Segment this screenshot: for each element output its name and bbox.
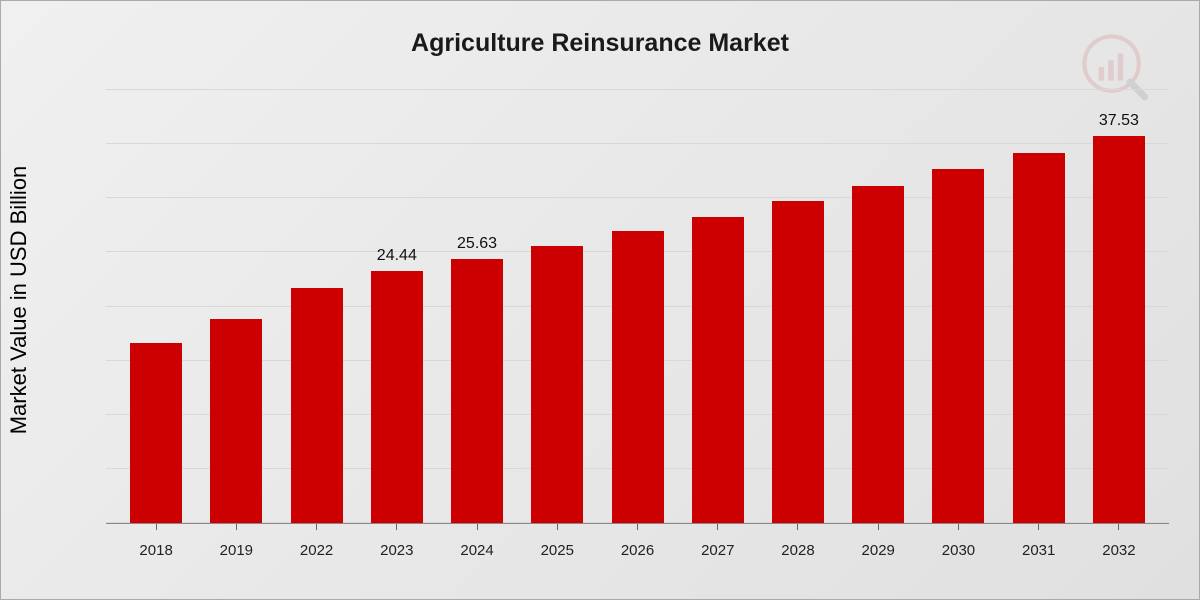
x-tick — [878, 524, 879, 530]
x-tick-wrap — [918, 524, 998, 530]
bar — [451, 259, 503, 523]
x-axis-label: 2023 — [357, 542, 437, 559]
bar-column — [517, 90, 597, 523]
plot-region: 24.44 25.63 37.53 — [106, 90, 1169, 524]
title-area: Agriculture Reinsurance Market — [1, 1, 1199, 70]
bar — [371, 271, 423, 523]
x-tick-wrap — [276, 524, 356, 530]
x-tick — [797, 524, 798, 530]
bar — [291, 288, 343, 523]
chart-container: Agriculture Reinsurance Market Market Va… — [1, 1, 1199, 599]
x-tick — [236, 524, 237, 530]
bar-column — [838, 90, 918, 523]
x-tick — [477, 524, 478, 530]
bar-column — [597, 90, 677, 523]
bar — [692, 217, 744, 523]
bar-column — [116, 90, 196, 523]
x-axis-label: 2018 — [116, 542, 196, 559]
x-axis-label: 2027 — [678, 542, 758, 559]
x-axis-label: 2031 — [999, 542, 1079, 559]
bar — [130, 343, 182, 523]
x-tick-wrap — [758, 524, 838, 530]
x-tick-wrap — [838, 524, 918, 530]
x-tick-wrap — [196, 524, 276, 530]
bar — [772, 201, 824, 523]
x-tick — [717, 524, 718, 530]
x-tick-wrap — [999, 524, 1079, 530]
x-axis-label: 2022 — [276, 542, 356, 559]
x-tick — [156, 524, 157, 530]
y-axis-label: Market Value in USD Billion — [6, 166, 32, 435]
bar — [1093, 136, 1145, 523]
x-tick-wrap — [1079, 524, 1159, 530]
x-ticks — [106, 524, 1169, 530]
x-tick — [396, 524, 397, 530]
x-axis-label: 2029 — [838, 542, 918, 559]
bar-column — [758, 90, 838, 523]
x-axis-label: 2026 — [597, 542, 677, 559]
x-tick — [557, 524, 558, 530]
x-tick-wrap — [437, 524, 517, 530]
x-axis-label: 2028 — [758, 542, 838, 559]
x-tick — [958, 524, 959, 530]
x-tick-wrap — [357, 524, 437, 530]
x-tick — [1038, 524, 1039, 530]
x-tick-wrap — [597, 524, 677, 530]
bar — [852, 186, 904, 523]
bar-column — [999, 90, 1079, 523]
bar — [932, 169, 984, 523]
bar-value-label: 37.53 — [1099, 112, 1139, 130]
x-tick — [637, 524, 638, 530]
bar — [531, 246, 583, 523]
bar — [210, 319, 262, 523]
bar-column — [918, 90, 998, 523]
chart-title: Agriculture Reinsurance Market — [1, 29, 1199, 58]
x-axis-label: 2024 — [437, 542, 517, 559]
chart-plot-area: 24.44 25.63 37.53 201820192022202320242025… — [91, 70, 1169, 579]
bar — [612, 231, 664, 523]
bar-value-label: 25.63 — [457, 235, 497, 253]
x-axis-label: 2032 — [1079, 542, 1159, 559]
bar-column: 24.44 — [357, 90, 437, 523]
x-tick-wrap — [116, 524, 196, 530]
bar — [1013, 153, 1065, 523]
bar-column: 37.53 — [1079, 90, 1159, 523]
x-axis-label: 2025 — [517, 542, 597, 559]
x-axis-label: 2019 — [196, 542, 276, 559]
bar-column — [678, 90, 758, 523]
bars-container: 24.44 25.63 37.53 — [106, 90, 1169, 523]
bar-column — [276, 90, 356, 523]
bar-column: 25.63 — [437, 90, 517, 523]
bar-column — [196, 90, 276, 523]
x-axis-labels: 2018201920222023202420252026202720282029… — [106, 542, 1169, 559]
x-tick — [1118, 524, 1119, 530]
x-tick — [316, 524, 317, 530]
bar-value-label: 24.44 — [377, 247, 417, 265]
x-tick-wrap — [517, 524, 597, 530]
x-axis-label: 2030 — [918, 542, 998, 559]
x-tick-wrap — [678, 524, 758, 530]
